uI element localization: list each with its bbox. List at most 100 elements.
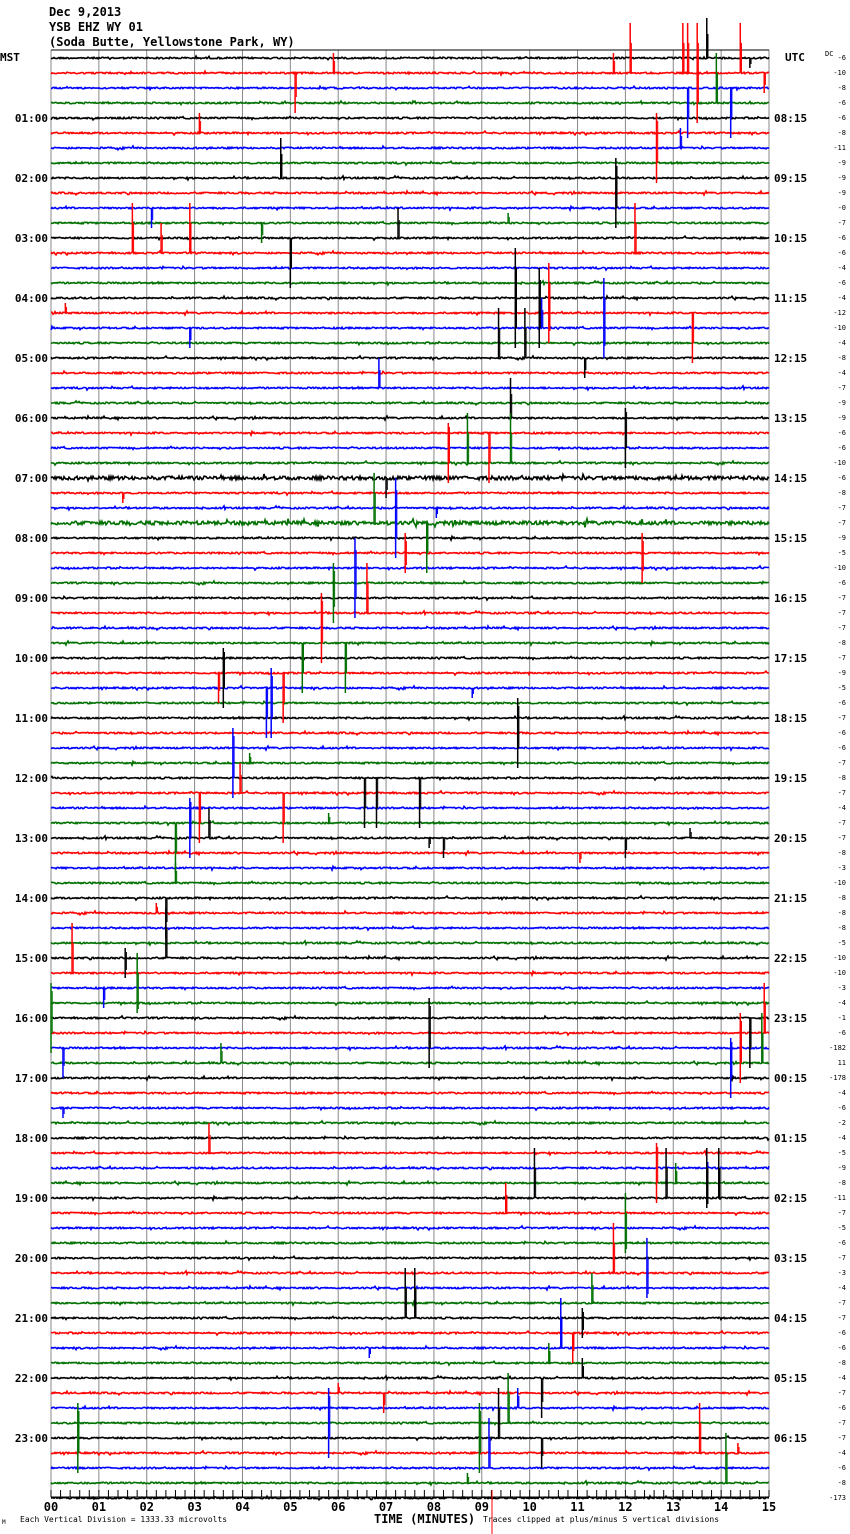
dc-offset-label: -6 — [838, 474, 846, 482]
dc-offset-label: -7 — [838, 384, 846, 392]
trace-line — [50, 1149, 770, 1157]
mst-hour-label: 09:00 — [15, 592, 48, 605]
header-location: (Soda Butte, Yellowstone Park, WY) — [49, 35, 295, 49]
trace-line — [50, 624, 770, 632]
mst-hour-label: 18:00 — [15, 1132, 48, 1145]
dc-column-title: DC — [825, 50, 833, 58]
mst-hour-label: 05:00 — [15, 352, 48, 365]
dc-offset-label: -7 — [838, 1254, 846, 1262]
dc-offset-label: -6 — [838, 54, 846, 62]
mst-hour-label: 17:00 — [15, 1072, 48, 1085]
trace-line — [50, 115, 770, 122]
trace-line — [50, 99, 770, 107]
trace-line — [50, 564, 770, 572]
trace-line — [50, 1105, 770, 1112]
trace-line — [50, 1374, 770, 1382]
mst-hour-label: 07:00 — [15, 472, 48, 485]
dc-offset-label: -3 — [838, 864, 846, 872]
time-tick-label: 07 — [379, 1500, 393, 1514]
trace-line — [50, 864, 770, 873]
utc-hour-label: 02:15 — [774, 1192, 807, 1205]
dc-offset-label: -8 — [838, 894, 846, 902]
utc-hour-label: 04:15 — [774, 1312, 807, 1325]
dc-offset-label: -8 — [838, 1359, 846, 1367]
dc-offset-label: -9 — [838, 1164, 846, 1172]
utc-hour-label: 12:15 — [774, 352, 807, 365]
trace-line — [50, 1059, 770, 1067]
dc-offset-label: -6 — [838, 1104, 846, 1112]
dc-offset-label: -10 — [833, 69, 846, 77]
dc-offset-label: -6 — [838, 99, 846, 107]
dc-offset-label: -6 — [838, 1239, 846, 1247]
utc-hour-label: 10:15 — [774, 232, 807, 245]
dc-offset-label: -7 — [838, 1419, 846, 1427]
trace-line — [50, 129, 770, 137]
trace-line — [50, 684, 770, 692]
trace-line — [50, 1135, 770, 1142]
trace-line — [50, 1344, 770, 1352]
dc-offset-label: -6 — [838, 1029, 846, 1037]
trace-line — [50, 384, 770, 392]
dc-offset-label: -8 — [838, 489, 846, 497]
time-tick-label: 06 — [331, 1500, 345, 1514]
mst-hour-label: 04:00 — [15, 292, 48, 305]
trace-line — [50, 1224, 770, 1232]
dc-offset-label: -7 — [838, 714, 846, 722]
trace-line — [50, 1465, 770, 1472]
dc-offset-label: -182 — [829, 1044, 846, 1052]
corner-mark: M — [2, 1519, 6, 1526]
trace-line — [50, 1119, 770, 1127]
dc-offset-label: -7 — [838, 609, 846, 617]
utc-hour-label: 06:15 — [774, 1432, 807, 1445]
dc-offset-label: 11 — [838, 1059, 846, 1067]
trace-line — [50, 459, 770, 467]
trace-line — [50, 744, 770, 752]
dc-offset-label: -6 — [838, 1329, 846, 1337]
dc-offset-label: -5 — [838, 1224, 846, 1232]
utc-hour-label: 00:15 — [774, 1072, 807, 1085]
dc-offset-label: -6 — [838, 249, 846, 257]
trace-line — [50, 294, 770, 302]
dc-offset-label: -4 — [838, 1284, 846, 1292]
trace-line — [50, 265, 770, 272]
trace-line — [50, 1404, 770, 1413]
dc-offset-label: -4 — [838, 1134, 846, 1142]
trace-line — [50, 204, 769, 213]
dc-offset-label: -5 — [838, 1149, 846, 1157]
trace-line — [50, 1210, 770, 1217]
time-tick-label: 05 — [283, 1500, 297, 1514]
header-station: YSB EHZ WY 01 — [49, 20, 143, 34]
dc-offset-label: -9 — [838, 669, 846, 677]
trace-line — [50, 249, 770, 257]
trace-line — [50, 939, 770, 947]
time-axis: 00 01 02 03 04 05 06 07 08 09 10 11 12 13 14 15 — [44, 1490, 776, 1514]
trace-line — [50, 1194, 770, 1203]
clip-note: Traces clipped at plus/minus 5 vertical … — [483, 1515, 719, 1524]
dc-offset-label: -173 — [829, 1494, 846, 1502]
mst-hour-label: 10:00 — [15, 652, 48, 665]
dc-offset-label: -7 — [838, 1209, 846, 1217]
trace-line — [50, 144, 770, 152]
trace-line — [50, 279, 770, 287]
dc-offset-label: -6 — [838, 114, 846, 122]
trace-line — [50, 324, 770, 331]
dc-offset-label: -11 — [833, 1194, 846, 1202]
trace-line — [50, 1164, 770, 1172]
dc-offset-label: -7 — [838, 1434, 846, 1442]
dc-offset-label: -9 — [838, 414, 846, 422]
time-tick-label: 01 — [92, 1500, 106, 1514]
dc-offset-label: -8 — [838, 639, 846, 647]
trace-line — [50, 1090, 770, 1096]
trace-line — [50, 414, 770, 422]
dc-offset-label: -8 — [838, 1179, 846, 1187]
trace-line — [50, 160, 770, 167]
dc-offset-label: -6 — [838, 1344, 846, 1352]
trace-line — [50, 234, 770, 242]
dc-offset-label: -7 — [838, 594, 846, 602]
utc-hour-label: 15:15 — [774, 532, 807, 545]
dc-offset-label: -4 — [838, 1449, 846, 1457]
trace-line — [50, 369, 770, 376]
dc-offset-label: -6 — [838, 444, 846, 452]
trace-line — [50, 1389, 770, 1397]
trace-line — [50, 819, 770, 827]
